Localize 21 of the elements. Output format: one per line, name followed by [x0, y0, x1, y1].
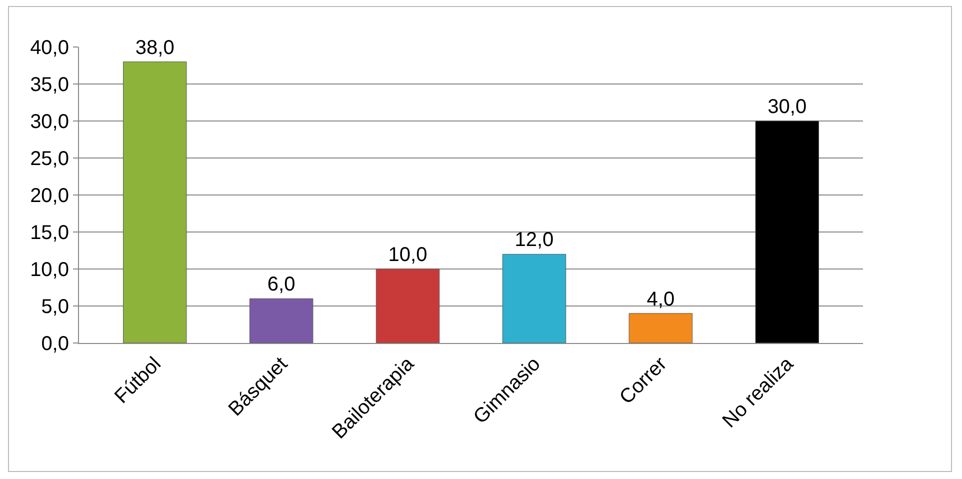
y-tick-label: 0,0 [41, 333, 69, 355]
y-tick-label: 10,0 [30, 259, 69, 281]
y-tick-label: 35,0 [30, 74, 69, 96]
data-label: 30,0 [768, 96, 807, 118]
data-label: 10,0 [388, 244, 428, 266]
bar [249, 298, 314, 343]
y-tick-label: 30,0 [30, 111, 69, 133]
y-tick-label: 5,0 [41, 296, 69, 318]
y-tick-label: 15,0 [30, 222, 69, 244]
bar [123, 62, 187, 343]
bar [755, 120, 819, 343]
data-label: 6,0 [267, 274, 296, 296]
bar [628, 313, 693, 343]
data-label: 4,0 [646, 288, 675, 310]
y-tick-label: 25,0 [30, 148, 69, 170]
y-tick-label: 40,0 [30, 37, 69, 59]
bar [376, 268, 440, 343]
y-tick-label: 20,0 [30, 185, 69, 207]
data-label: 38,0 [135, 36, 174, 59]
data-label: 12,0 [514, 229, 554, 252]
bar [502, 254, 566, 343]
